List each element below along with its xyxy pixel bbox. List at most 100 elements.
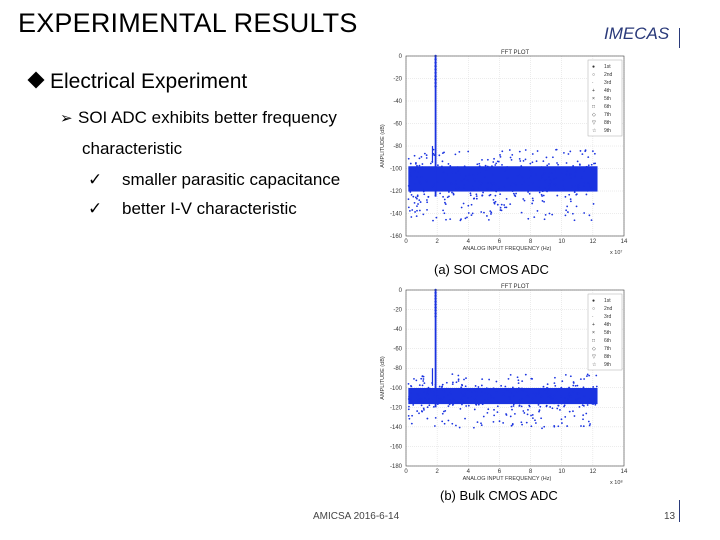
data-point: [477, 186, 480, 189]
data-point: [528, 169, 531, 171]
data-point: [515, 184, 517, 187]
data-point: [474, 398, 477, 401]
data-point: [517, 379, 520, 382]
data-point: [516, 390, 519, 393]
data-point: [589, 397, 592, 400]
legend-marker: ◇: [592, 346, 596, 352]
data-point: [500, 209, 503, 212]
data-point: [440, 398, 442, 401]
data-point: [478, 180, 481, 183]
data-point: [479, 170, 482, 173]
page-number: 13: [664, 511, 676, 522]
data-point: [511, 182, 514, 185]
data-point: [421, 398, 423, 401]
data-point: [591, 150, 594, 153]
data-point: [426, 181, 428, 184]
legend-marker: ▽: [592, 120, 596, 126]
data-point: [521, 176, 524, 179]
data-point: [490, 400, 493, 403]
data-point: [538, 390, 540, 393]
x-tick-label: 8: [529, 469, 533, 475]
data-point: [472, 185, 475, 187]
data-point: [462, 184, 465, 186]
data-point: [560, 386, 563, 389]
data-point: [451, 191, 453, 194]
data-point: [407, 157, 410, 160]
data-point: [410, 174, 412, 177]
data-point: [572, 381, 575, 383]
data-point: [468, 173, 471, 176]
data-point: [451, 373, 454, 376]
data-point: [434, 416, 437, 419]
data-point: [542, 194, 545, 197]
data-point: [443, 151, 445, 154]
data-point: [567, 402, 570, 404]
data-point: [583, 394, 586, 397]
data-point: [420, 410, 423, 412]
data-point: [555, 148, 558, 151]
data-point: [409, 397, 412, 400]
x-tick-label: 12: [590, 239, 597, 245]
data-point: [486, 187, 489, 190]
data-point: [587, 164, 590, 167]
footer-text: AMICSA 2016-6-14: [313, 511, 400, 522]
data-point: [542, 385, 545, 388]
data-point: [480, 394, 483, 397]
data-point: [560, 402, 563, 405]
data-point: [512, 403, 515, 406]
slide-title: EXPERIMENTAL RESULTS: [18, 8, 358, 38]
data-point: [577, 189, 580, 192]
data-point: [548, 212, 551, 215]
data-point: [423, 391, 426, 393]
data-point: [454, 180, 457, 182]
data-point: [592, 180, 595, 183]
check-item: ✓ better I-V characteristic: [88, 199, 297, 219]
data-point: [590, 392, 593, 395]
data-point: [441, 420, 444, 423]
data-point: [541, 200, 544, 202]
data-point: [545, 405, 548, 408]
data-point: [495, 162, 498, 165]
data-point: [503, 169, 506, 172]
data-point: [529, 162, 532, 165]
y-tick-label: -80: [393, 366, 402, 372]
data-point: [560, 172, 563, 174]
data-point: [464, 217, 467, 220]
data-point: [517, 387, 520, 389]
data-point: [541, 177, 544, 180]
data-point: [470, 391, 473, 393]
data-point: [508, 399, 511, 402]
legend-marker: □: [592, 104, 595, 110]
data-point: [569, 198, 572, 201]
data-point: [562, 184, 565, 187]
data-point: [583, 378, 586, 380]
data-point: [542, 173, 545, 176]
data-point: [501, 164, 503, 166]
data-point: [407, 414, 410, 417]
data-point: [441, 412, 444, 415]
data-point: [443, 396, 445, 399]
data-point: [506, 166, 509, 168]
data-point: [528, 404, 531, 407]
data-point: [582, 425, 585, 428]
data-point: [528, 401, 531, 403]
data-point: [479, 166, 482, 169]
data-point: [427, 386, 430, 389]
data-point: [419, 393, 422, 396]
data-point: [587, 166, 590, 168]
data-point: [575, 399, 578, 402]
data-point: [524, 373, 527, 376]
data-point: [493, 414, 496, 417]
data-point: [551, 213, 554, 216]
data-point: [460, 180, 463, 182]
y-tick-label: -140: [390, 425, 403, 431]
data-point: [542, 160, 545, 163]
data-point: [585, 375, 588, 378]
data-point: [570, 395, 573, 398]
data-point: [436, 388, 439, 391]
data-point: [418, 157, 421, 160]
data-point: [432, 391, 435, 394]
data-point: [494, 164, 497, 166]
data-point: [431, 185, 434, 188]
